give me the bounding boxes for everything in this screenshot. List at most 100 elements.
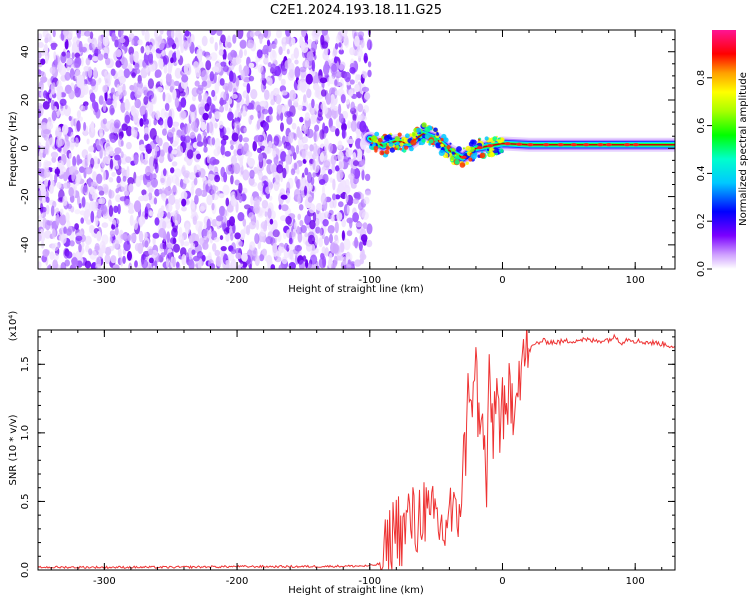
spectrogram-noise-cell <box>230 144 234 150</box>
spectrogram-noise-cell <box>231 132 239 142</box>
spectrogram-noise-cell <box>119 196 127 202</box>
spectrogram-noise-cell <box>205 55 212 61</box>
spectrogram-noise-cell <box>229 61 235 71</box>
spectrogram-noise-cell <box>235 77 240 87</box>
spectrogram-noise-cell <box>284 242 289 251</box>
spectrogram-noise-cell <box>299 66 307 73</box>
spectrogram-noise-cell <box>172 237 177 245</box>
spectrogram-y-tick-label: 20 <box>20 94 31 107</box>
spectrogram-signal-blob <box>373 145 379 151</box>
spectrogram-signal-blob <box>417 137 421 142</box>
spectrogram-noise-cell <box>280 151 287 162</box>
spectrogram-noise-cell <box>311 40 318 52</box>
spectrogram-noise-cell <box>206 194 213 206</box>
spectrogram-noise-cell <box>272 219 278 230</box>
spectrogram-noise-cell <box>231 118 235 130</box>
spectrogram-noise-cell <box>148 44 154 55</box>
spectrogram-noise-cell <box>59 214 67 226</box>
spectrogram-noise-cell <box>303 94 307 103</box>
spectrogram-noise-cell <box>352 212 359 223</box>
spectrogram-noise-cell <box>294 175 298 185</box>
spectrogram-noise-cell <box>170 57 174 64</box>
spectrogram-signal-peak <box>570 143 577 147</box>
spectrogram-y-label: Frequency (Hz) <box>8 111 19 187</box>
spectrogram-noise-cell <box>115 49 122 58</box>
spectrogram-noise-cell <box>318 237 324 248</box>
spectrogram-noise-cell <box>75 235 83 241</box>
spectrogram-noise-cell <box>361 169 365 181</box>
spectrogram-noise-cell <box>41 196 46 203</box>
spectrogram-noise-cell <box>133 219 139 231</box>
spectrogram-noise-cell <box>312 75 319 86</box>
spectrogram-noise-cell <box>285 215 292 225</box>
spectrogram-noise-cell <box>290 53 295 60</box>
spectrogram-signal-peak <box>583 143 590 147</box>
spectrogram-noise-cell <box>238 241 244 247</box>
spectrogram-noise-cell <box>198 50 202 62</box>
spectrogram-noise-cell <box>117 203 121 215</box>
spectrogram-noise-cell <box>256 120 261 130</box>
spectrogram-noise-cell <box>115 91 123 100</box>
spectrogram-noise-cell <box>55 213 60 226</box>
colorbar: 0.0 0.2 0.4 0.6 0.8 Normalized spectral ampl… <box>696 30 749 277</box>
spectrogram-noise-cell <box>298 130 303 140</box>
spectrogram-noise-cell <box>259 254 265 262</box>
spectrogram-noise-cell <box>254 233 260 245</box>
spectrogram-noise-cell <box>104 70 108 79</box>
spectrogram-noise-cell <box>174 97 180 108</box>
spectrogram-noise-cell <box>334 56 338 64</box>
spectrogram-noise-cell <box>195 220 203 232</box>
spectrogram-noise-cell <box>322 255 327 268</box>
spectrogram-noise-cell <box>252 249 259 257</box>
spectrogram-noise-cell <box>122 255 126 264</box>
spectrogram-noise-cell <box>87 66 93 79</box>
spectrogram-noise-cell <box>108 177 114 183</box>
spectrogram-noise-cell <box>155 110 161 121</box>
spectrogram-noise-cell <box>171 174 179 184</box>
spectrogram-signal-blob <box>498 149 501 152</box>
spectrogram-noise-cell <box>336 211 343 222</box>
spectrogram-noise-cell <box>69 139 75 151</box>
spectrogram-noise-cell <box>181 254 187 266</box>
spectrogram-noise-cell <box>261 199 269 209</box>
spectrogram-noise-cell <box>227 42 232 49</box>
spectrogram-noise-cell <box>89 186 94 195</box>
spectrogram-noise-cell <box>78 203 82 209</box>
spectrogram-noise-cell <box>164 118 168 131</box>
spectrogram-noise-cell <box>115 164 120 170</box>
spectrogram-noise-cell <box>211 137 216 146</box>
spectrogram-noise-cell <box>254 30 262 37</box>
spectrogram-noise-cell <box>113 99 117 109</box>
spectrogram-noise-cell <box>328 252 333 262</box>
spectrogram-noise-cell <box>206 218 211 231</box>
spectrogram-noise-cell <box>40 89 44 100</box>
spectrogram-noise-cell <box>122 83 126 93</box>
spectrogram-noise-cell <box>194 80 200 87</box>
spectrogram-noise-cell <box>104 246 112 256</box>
spectrogram-noise-cell <box>296 168 300 175</box>
spectrogram-noise-cell <box>333 255 338 267</box>
spectrogram-noise-cell <box>294 66 301 79</box>
spectrogram-noise-cell <box>201 70 208 82</box>
spectrogram-noise-cell <box>264 89 270 101</box>
spectrogram-noise-cell <box>102 170 107 181</box>
spectrogram-noise-cell <box>42 128 51 135</box>
spectrogram-noise-cell <box>360 39 365 49</box>
spectrogram-noise-cell <box>166 258 169 269</box>
spectrogram-noise-cell <box>166 231 171 243</box>
spectrogram-noise-cell <box>134 260 138 268</box>
spectrogram-noise-cell <box>164 84 170 91</box>
spectrogram-noise-cell <box>109 122 115 134</box>
spectrogram-noise-cell <box>122 175 127 182</box>
snr-x-tick-label: 0 <box>499 576 505 587</box>
spectrogram-noise-cell <box>286 116 293 125</box>
spectrogram-noise-cell <box>114 154 121 161</box>
spectrogram-noise-cell <box>132 113 139 123</box>
spectrogram-noise-cell <box>289 89 296 101</box>
spectrogram-noise-cell <box>229 216 235 227</box>
spectrogram-noise-cell <box>164 186 172 196</box>
spectrogram-noise-cell <box>297 83 303 91</box>
spectrogram-noise-cell <box>186 124 190 136</box>
spectrogram-noise-cell <box>205 183 213 193</box>
spectrogram-noise-cell <box>332 178 336 191</box>
